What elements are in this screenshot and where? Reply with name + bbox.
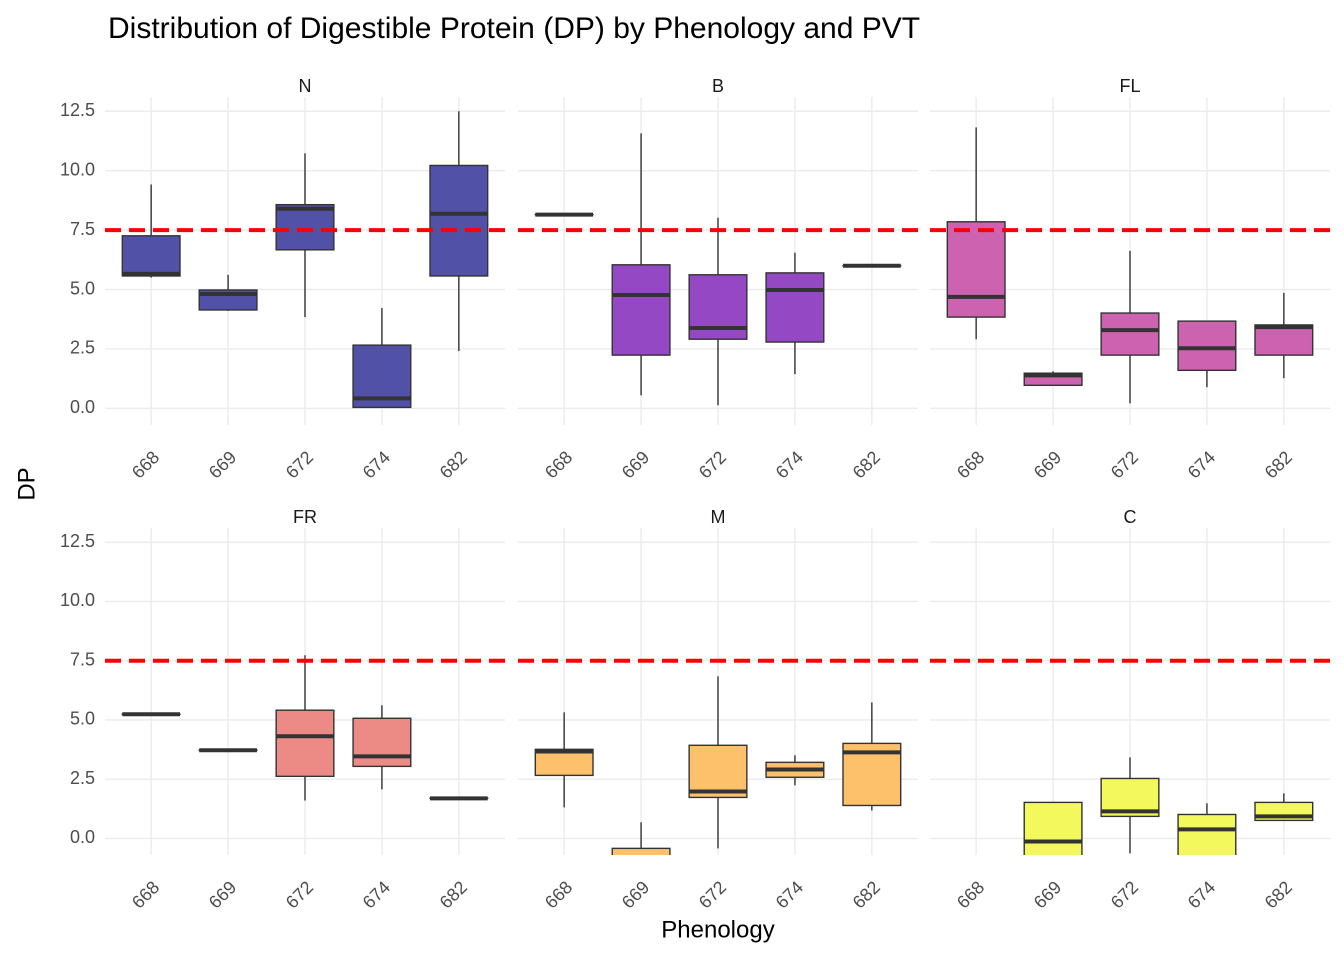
x-tick-label: 682 (436, 877, 471, 912)
x-tick-label: 669 (1030, 877, 1065, 912)
x-tick-label: 674 (772, 447, 807, 482)
x-tick-label: 682 (849, 877, 884, 912)
y-tick-label: 2.5 (70, 768, 95, 788)
box (121, 235, 181, 277)
box (429, 164, 489, 277)
plot-area (930, 127, 1330, 404)
y-tick-label: 5.0 (70, 278, 95, 298)
y-tick-label: 10.0 (60, 159, 95, 179)
plot-area (105, 655, 505, 801)
x-tick-label: 669 (205, 447, 240, 482)
box (1177, 320, 1237, 372)
x-tick-label: 669 (618, 447, 653, 482)
y-tick-label: 5.0 (70, 709, 95, 729)
box (275, 709, 335, 778)
box (946, 221, 1006, 318)
x-tick-label: 672 (282, 447, 317, 482)
box (688, 744, 748, 799)
facet-label: M (711, 507, 726, 527)
facet: B 668 669 672 674 682 (518, 76, 918, 482)
facet-label: C (1124, 507, 1137, 527)
y-tick-label: 12.5 (60, 531, 95, 551)
x-tick-label: 682 (1261, 877, 1296, 912)
y-tick-label: 12.5 (60, 100, 95, 120)
x-tick-label: 672 (1107, 877, 1142, 912)
facet-label: FR (293, 507, 317, 527)
box (275, 203, 335, 251)
plot-area (518, 133, 918, 406)
x-tick-label: 682 (1261, 447, 1296, 482)
box (1100, 312, 1160, 356)
x-tick-label: 668 (128, 877, 163, 912)
box (1254, 324, 1314, 356)
x-tick-label: 682 (436, 447, 471, 482)
x-tick-label: 674 (1184, 877, 1219, 912)
box (352, 717, 412, 768)
x-tick-label: 668 (953, 447, 988, 482)
box (1177, 813, 1237, 855)
box (534, 748, 594, 777)
y-tick-label: 7.5 (70, 649, 95, 669)
facet: FR 0.0 2.5 5.0 7.5 10.0 12.5 668 669 672 674 682 (60, 507, 505, 912)
x-tick-label: 672 (695, 877, 730, 912)
plot-area (518, 658, 918, 855)
x-tick-label: 669 (618, 877, 653, 912)
x-tick-label: 668 (128, 447, 163, 482)
facet: M 668 669 672 674 682 (518, 507, 918, 912)
plot-area (930, 658, 1330, 855)
y-axis-title: DP (13, 467, 40, 500)
facet: N 0.0 2.5 5.0 7.5 10.0 12.5 668 669 672 674 682 (60, 76, 505, 482)
box (765, 272, 825, 343)
box (611, 847, 671, 855)
x-tick-label: 669 (1030, 447, 1065, 482)
plot-area (105, 111, 505, 409)
x-tick-label: 668 (541, 447, 576, 482)
y-tick-label: 0.0 (70, 397, 95, 417)
x-tick-label: 668 (953, 877, 988, 912)
chart-title: Distribution of Digestible Protein (DP) … (108, 12, 920, 45)
x-tick-label: 672 (695, 447, 730, 482)
x-axis-title: Phenology (661, 916, 774, 943)
x-tick-label: 672 (282, 877, 317, 912)
facet: FL 668 669 672 674 682 (930, 76, 1330, 482)
box (611, 264, 671, 356)
x-tick-label: 674 (1184, 447, 1219, 482)
facet: C 668 669 672 674 682 (930, 507, 1330, 912)
facet-label: B (712, 76, 724, 96)
y-tick-label: 10.0 (60, 590, 95, 610)
x-tick-label: 682 (849, 447, 884, 482)
x-tick-label: 669 (205, 877, 240, 912)
y-tick-label: 7.5 (70, 219, 95, 239)
facet-label: FL (1119, 76, 1140, 96)
facet-label: N (299, 76, 312, 96)
x-tick-label: 668 (541, 877, 576, 912)
x-tick-label: 674 (772, 877, 807, 912)
y-tick-label: 2.5 (70, 338, 95, 358)
x-tick-label: 674 (359, 877, 394, 912)
x-tick-label: 672 (1107, 447, 1142, 482)
y-tick-label: 0.0 (70, 827, 95, 847)
box (1023, 801, 1083, 855)
x-tick-label: 674 (359, 447, 394, 482)
